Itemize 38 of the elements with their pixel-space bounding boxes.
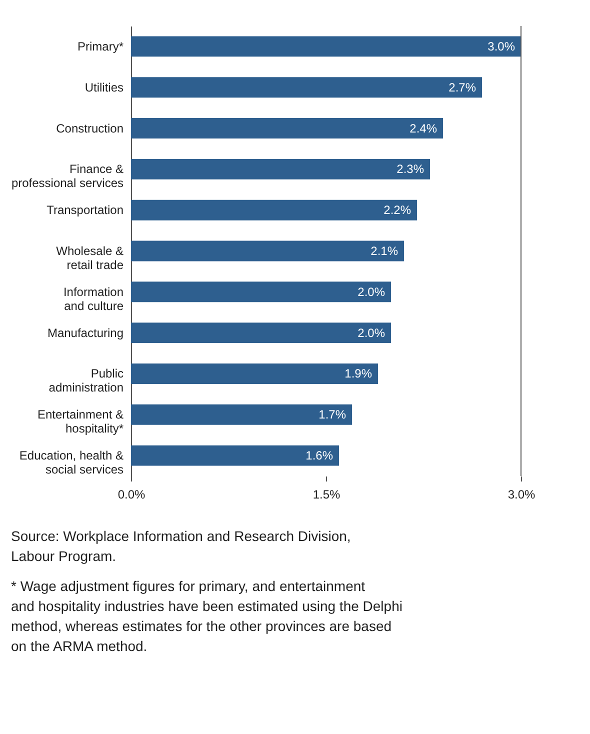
x-tick-label: 3.0% — [508, 488, 536, 502]
x-tick-label: 0.0% — [118, 488, 146, 502]
y-tick-label: Manufacturing — [47, 326, 124, 340]
source-note: Source: Workplace Information and Research Division, Labour Program. — [11, 528, 351, 564]
data-label: 2.2% — [384, 203, 412, 218]
x-tick-label: 1.5% — [312, 488, 340, 502]
y-tick-label: Entertainment & hospitality* — [37, 408, 124, 436]
y-tick-label: Construction — [56, 121, 124, 136]
y-tick-label: Public administration — [48, 366, 124, 395]
bar — [131, 200, 417, 220]
data-label: 2.0% — [358, 284, 386, 299]
bar — [131, 445, 339, 466]
bar — [131, 364, 378, 384]
bar — [131, 240, 404, 262]
data-label: 2.1% — [370, 244, 398, 258]
data-label: 2.0% — [358, 326, 386, 340]
bar — [131, 404, 352, 425]
y-tick-label: Primary* — [77, 39, 124, 54]
data-label: 2.3% — [396, 162, 424, 176]
y-tick-label: Finance & professional services — [11, 162, 124, 190]
bar — [131, 322, 391, 344]
data-label: 1.6% — [306, 448, 334, 463]
data-label: 1.9% — [344, 366, 372, 381]
y-tick-label: Utilities — [84, 80, 124, 94]
bar — [131, 77, 482, 98]
text: * Wage adjustment figures for primary, and entertainment and hospitality industries have been estimated using the Delphi method, whereas estimates for the other provinces are based on the ARMA method. — [11, 578, 402, 654]
bar — [131, 282, 391, 302]
data-label: 2.4% — [410, 121, 438, 136]
data-label: 3.0% — [488, 39, 516, 54]
bar — [131, 36, 521, 57]
bar — [131, 158, 430, 180]
data-label: 2.7% — [448, 80, 476, 94]
y-tick-label: Education, health & social services — [19, 448, 124, 477]
bar — [131, 118, 443, 138]
y-tick-label: Transportation — [46, 203, 124, 218]
y-tick-label: Information and culture — [63, 284, 124, 313]
y-tick-label: Wholesale & retail trade — [56, 244, 124, 272]
data-label: 1.7% — [318, 408, 346, 422]
